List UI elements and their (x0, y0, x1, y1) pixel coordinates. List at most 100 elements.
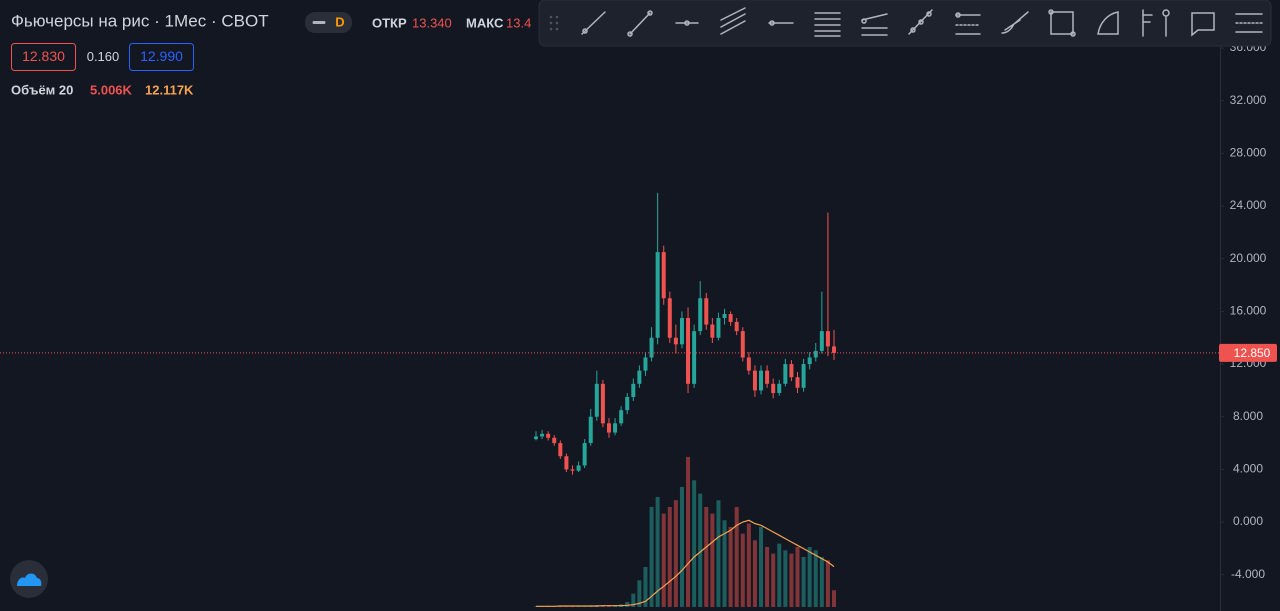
candle-body (740, 331, 745, 358)
tool-callout[interactable] (1191, 12, 1215, 37)
logo-icon (17, 573, 42, 586)
tool-gann[interactable] (955, 12, 981, 35)
volume-bar (807, 546, 812, 607)
tool-brush[interactable] (1001, 11, 1029, 34)
volume-bar (819, 556, 824, 607)
candle-body (576, 465, 581, 471)
volume-bar (765, 546, 770, 607)
logo[interactable] (10, 560, 48, 598)
volume-bar (722, 520, 727, 607)
y-tick-label: 32.000 (1230, 93, 1267, 107)
candle-body (777, 383, 782, 394)
volume-bar (759, 526, 764, 607)
high-value: 13.4 (506, 15, 531, 30)
volume-bar (783, 550, 788, 607)
y-tick-label: 28.000 (1230, 146, 1267, 160)
tool-fib[interactable] (814, 12, 841, 37)
volume-bar (789, 553, 794, 607)
volume-bar (716, 500, 721, 607)
candle-body (673, 337, 678, 345)
candle-body (661, 252, 666, 299)
volume-bar (655, 496, 660, 607)
candle-body (540, 433, 545, 437)
candle-body (765, 370, 770, 384)
ask: 12.990 (140, 48, 183, 64)
volume-bar (746, 523, 751, 607)
volume-bar (771, 553, 776, 607)
candle-body (746, 357, 751, 371)
candle-body (789, 364, 794, 378)
high-label: МАКС (466, 15, 504, 30)
candle-body (625, 396, 630, 411)
volume-bar (661, 513, 666, 607)
candle-body (619, 410, 624, 424)
candle-body (686, 317, 691, 384)
tool-projection[interactable] (1142, 9, 1170, 37)
tool-more[interactable] (1235, 13, 1263, 33)
volume-ma-line (536, 519, 835, 607)
candle-body (643, 357, 648, 371)
candle-body (728, 314, 733, 322)
candle-body (819, 331, 824, 351)
bid-box[interactable] (11, 43, 76, 71)
ask-box[interactable] (129, 43, 194, 71)
volume-bar (673, 500, 678, 607)
volume-bar (752, 540, 757, 607)
volume-bar (679, 486, 684, 607)
candle-body (631, 383, 636, 397)
volume-bar (649, 506, 654, 607)
candle-body (582, 443, 587, 466)
volume-bar (777, 543, 782, 607)
volume-bar (795, 546, 800, 607)
candle-body (698, 298, 703, 332)
plot: 36.00032.00028.00024.00020.00016.00012.0… (0, 40, 1267, 607)
tool-horizontal-ray[interactable] (675, 20, 699, 26)
drawing-toolbar (538, 0, 1272, 47)
candle-body (692, 331, 697, 384)
candle-body (825, 331, 830, 347)
volume-bar (728, 526, 733, 607)
candle-body (807, 357, 812, 365)
candle-body (655, 252, 660, 338)
volume-bar (710, 513, 715, 607)
volume-bar (704, 506, 709, 607)
volume-ma-value: 12.117K (145, 82, 194, 97)
tool-fib-channel[interactable] (861, 13, 888, 36)
candle-body (771, 383, 776, 394)
candle-body (600, 383, 605, 424)
bid: 12.830 (22, 48, 65, 64)
volume-bar (643, 566, 648, 607)
toolbar-handle[interactable] (549, 15, 559, 31)
tool-rectangle[interactable] (1048, 9, 1076, 37)
candle-body (679, 317, 684, 345)
candle-body (716, 317, 721, 338)
y-tick-label: 0.000 (1233, 514, 1263, 528)
candle-body (588, 416, 593, 444)
candle-body (752, 370, 757, 391)
toolbar-bg (538, 0, 1272, 47)
candle-body (795, 377, 800, 388)
volume-bar (686, 456, 691, 607)
candle-body (613, 423, 618, 433)
y-tick-label: -4.000 (1231, 567, 1265, 581)
candle-body (594, 383, 599, 417)
badge[interactable] (305, 12, 352, 33)
volume-bar (667, 506, 672, 607)
y-tick-label: 20.000 (1230, 251, 1267, 265)
candle-body (759, 370, 764, 391)
candle-body (722, 314, 727, 318)
y-tick-label: 24.000 (1230, 198, 1267, 212)
candle-body (813, 350, 818, 358)
tool-pitchfork[interactable] (908, 9, 933, 35)
tool-horizontal-line[interactable] (768, 20, 794, 26)
y-tick-label: 8.000 (1233, 409, 1263, 423)
open-value: 13.340 (412, 15, 452, 30)
tool-trend-line[interactable] (627, 10, 653, 37)
candle-body (783, 364, 788, 384)
tool-trend-ray[interactable] (581, 11, 606, 35)
tool-arc[interactable] (1097, 11, 1119, 35)
candle-body (637, 370, 642, 384)
candle-body (570, 469, 575, 471)
tool-channel[interactable] (720, 7, 746, 35)
